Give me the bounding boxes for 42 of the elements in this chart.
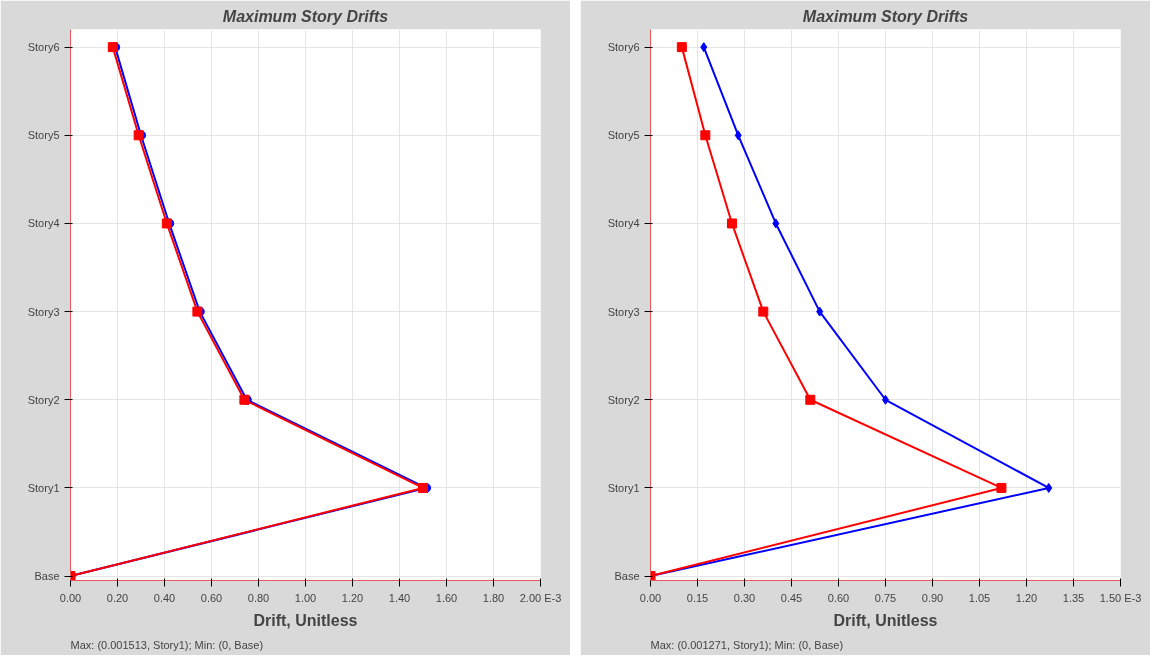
x-tick-label: 1.20 bbox=[1015, 591, 1038, 604]
x-tick-label: 0.60 bbox=[827, 591, 850, 604]
x-tick-label: 0.00 bbox=[639, 591, 662, 604]
y-tick-label: Story5 bbox=[27, 129, 60, 142]
y-tick-label: Story2 bbox=[27, 393, 60, 406]
y-tick-label: Story2 bbox=[607, 393, 640, 406]
chart-title: Maximum Story Drifts bbox=[802, 7, 969, 25]
y-tick-label: Story4 bbox=[27, 217, 60, 230]
x-tick-label: 1.35 bbox=[1062, 591, 1085, 604]
x-tick-label: 0.00 bbox=[59, 591, 82, 604]
x-tick-label: 0.15 bbox=[686, 591, 709, 604]
text: Max: (0.001513, Story1); Min: (0, Base) bbox=[70, 638, 264, 651]
x-tick-label: 1.40 bbox=[388, 591, 411, 604]
x-tick-label: 0.45 bbox=[780, 591, 803, 604]
y-tick-label: Story3 bbox=[607, 305, 640, 318]
x-tick-label: 0.90 bbox=[921, 591, 944, 604]
chart-title: Maximum Story Drifts bbox=[222, 7, 389, 25]
x-tick-label: 0.40 bbox=[153, 591, 176, 604]
x-axis-title: Drift, Unitless bbox=[253, 611, 358, 629]
x-tick-label: 2.00 E-3 bbox=[519, 591, 562, 604]
x-tick-label: 1.60 bbox=[435, 591, 458, 604]
y-tick-label: Story3 bbox=[27, 305, 60, 318]
y-tick-label: Base bbox=[34, 570, 60, 583]
y-tick-label: Base bbox=[614, 570, 640, 583]
x-axis-title: Drift, Unitless bbox=[833, 611, 938, 629]
x-tick-label: 1.00 bbox=[294, 591, 317, 604]
y-tick-label: Story1 bbox=[27, 481, 60, 494]
y-tick-label: Story5 bbox=[607, 129, 640, 142]
x-tick-label: 1.05 bbox=[968, 591, 991, 604]
x-tick-label: 0.30 bbox=[733, 591, 756, 604]
x-tick-label: 1.80 bbox=[482, 591, 505, 604]
x-tick-label: 0.75 bbox=[874, 591, 897, 604]
text: Max: (0.001271, Story1); Min: (0, Base) bbox=[650, 638, 844, 651]
x-tick-label: 0.60 bbox=[200, 591, 223, 604]
y-tick-label: Story1 bbox=[607, 481, 640, 494]
y-tick-label: Story6 bbox=[27, 41, 60, 54]
y-tick-label: Story6 bbox=[607, 41, 640, 54]
x-tick-label: 0.80 bbox=[247, 591, 270, 604]
x-tick-label: 1.50 E-3 bbox=[1099, 591, 1142, 604]
x-tick-label: 0.20 bbox=[106, 591, 129, 604]
x-tick-label: 1.20 bbox=[341, 591, 364, 604]
y-tick-label: Story4 bbox=[607, 217, 640, 230]
